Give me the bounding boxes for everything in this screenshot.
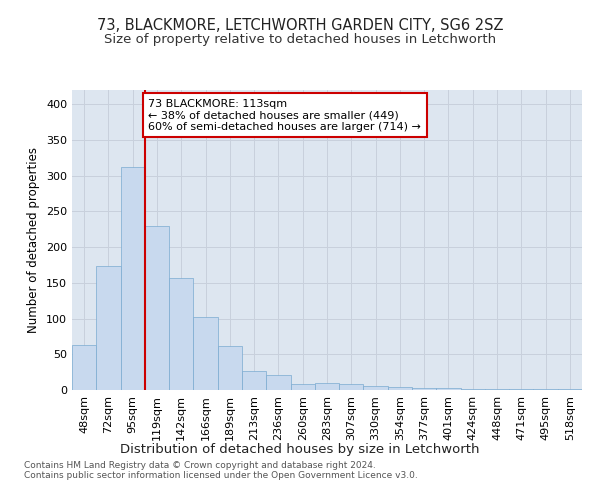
Bar xyxy=(145,226,169,390)
Bar xyxy=(388,387,412,390)
Text: Distribution of detached houses by size in Letchworth: Distribution of detached houses by size … xyxy=(120,442,480,456)
Y-axis label: Number of detached properties: Number of detached properties xyxy=(28,147,40,333)
Text: 73, BLACKMORE, LETCHWORTH GARDEN CITY, SG6 2SZ: 73, BLACKMORE, LETCHWORTH GARDEN CITY, S… xyxy=(97,18,503,32)
Bar xyxy=(218,346,242,390)
Bar xyxy=(412,388,436,390)
Bar xyxy=(364,386,388,390)
Bar xyxy=(290,384,315,390)
Bar xyxy=(315,383,339,390)
Bar xyxy=(169,278,193,390)
Text: Size of property relative to detached houses in Letchworth: Size of property relative to detached ho… xyxy=(104,32,496,46)
Bar xyxy=(266,375,290,390)
Bar xyxy=(193,317,218,390)
Bar xyxy=(242,370,266,390)
Bar xyxy=(339,384,364,390)
Bar xyxy=(121,167,145,390)
Bar xyxy=(533,388,558,390)
Bar xyxy=(96,266,121,390)
Bar xyxy=(72,345,96,390)
Bar xyxy=(558,388,582,390)
Text: 73 BLACKMORE: 113sqm
← 38% of detached houses are smaller (449)
60% of semi-deta: 73 BLACKMORE: 113sqm ← 38% of detached h… xyxy=(149,98,421,132)
Bar xyxy=(436,388,461,390)
Text: Contains HM Land Registry data © Crown copyright and database right 2024.
Contai: Contains HM Land Registry data © Crown c… xyxy=(24,460,418,480)
